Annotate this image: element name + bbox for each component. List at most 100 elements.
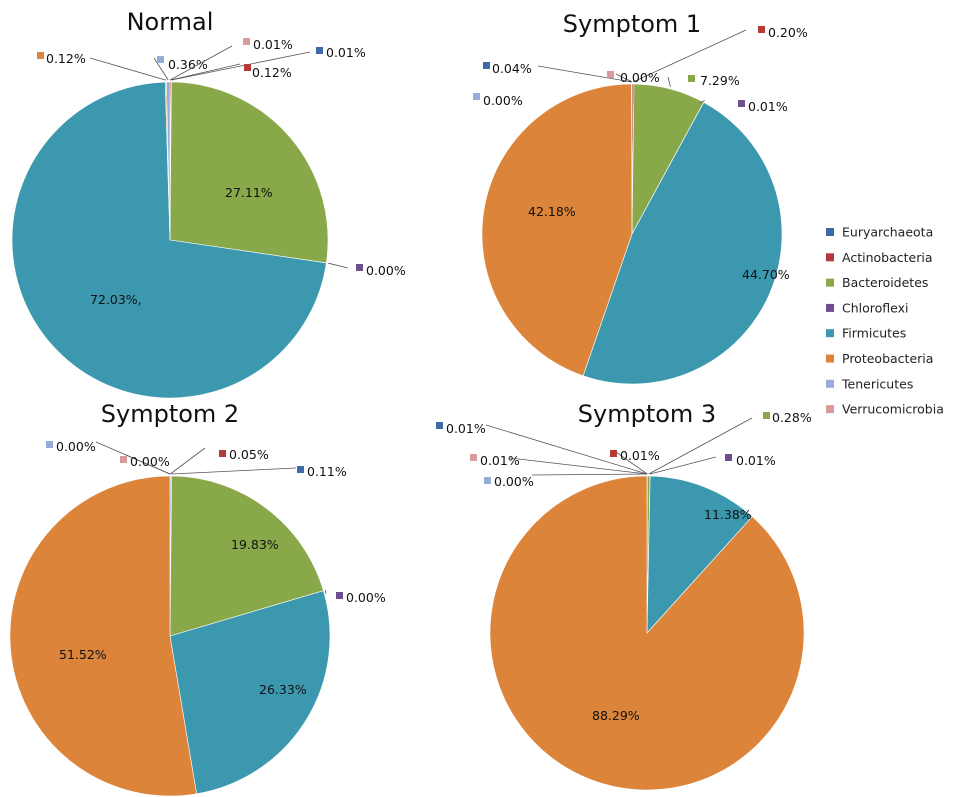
legend-entry: Verrucomicrobia bbox=[842, 402, 944, 417]
slice-label: 0.36% bbox=[168, 57, 208, 72]
label-color-key bbox=[316, 47, 323, 54]
slice-label: 72.03%, bbox=[90, 292, 142, 307]
slice-label: 0.11% bbox=[307, 464, 347, 479]
label-color-key bbox=[610, 450, 617, 457]
pie-slice bbox=[166, 81, 171, 241]
label-color-key bbox=[607, 71, 614, 78]
slice-label: 44.70% bbox=[742, 267, 790, 282]
slice-label: 51.52% bbox=[59, 647, 107, 662]
pie-slice bbox=[169, 475, 324, 637]
label-color-key bbox=[688, 75, 695, 82]
slice-label: 0.12% bbox=[252, 65, 292, 80]
pie-slice bbox=[489, 475, 805, 791]
leader-line bbox=[153, 57, 169, 81]
pie-slice bbox=[169, 590, 331, 795]
legend-entry: Tenericutes bbox=[841, 376, 913, 391]
slice-label: 11.38% bbox=[704, 507, 752, 522]
leader-line bbox=[328, 262, 349, 269]
leader-line bbox=[171, 467, 297, 475]
leader-line bbox=[169, 45, 233, 81]
slice-label: 26.33% bbox=[259, 682, 307, 697]
pie-chart-2: Symptom 2 0.11% 0.05% 19.83% 0.00% 26.33% 51.5… bbox=[9, 400, 386, 797]
legend-entry: Euryarchaeota bbox=[842, 225, 933, 240]
pie-title: Symptom 2 bbox=[101, 400, 239, 428]
label-color-key bbox=[157, 56, 164, 63]
pie-slice bbox=[481, 83, 633, 377]
leader-line bbox=[615, 73, 633, 83]
slice-label: 0.01% bbox=[480, 453, 520, 468]
slice-label: 0.28% bbox=[772, 410, 812, 425]
label-color-key bbox=[356, 264, 363, 271]
label-color-key bbox=[470, 454, 477, 461]
slice-label: 7.29% bbox=[700, 73, 740, 88]
slice-label: 0.01% bbox=[748, 99, 788, 114]
legend-swatch bbox=[826, 228, 834, 236]
pie-chart-0: Normal 0.01% 0.12% 27.11% 0.00% 72.03%, 0.12% 0… bbox=[11, 8, 406, 399]
slice-label: 0.01% bbox=[620, 448, 660, 463]
leader-line bbox=[170, 63, 241, 81]
label-color-key bbox=[297, 466, 304, 473]
label-color-key bbox=[473, 93, 480, 100]
slice-label: 0.01% bbox=[326, 45, 366, 60]
leader-line bbox=[89, 57, 166, 81]
leader-line bbox=[171, 51, 311, 81]
slice-label: 0.00% bbox=[494, 474, 534, 489]
leader-line bbox=[509, 457, 648, 475]
label-color-key bbox=[336, 592, 343, 599]
label-color-key bbox=[763, 412, 770, 419]
label-color-key bbox=[436, 422, 443, 429]
slice-label: 0.00% bbox=[366, 263, 406, 278]
legend-swatch bbox=[826, 329, 834, 338]
pie-chart-1: Symptom 1 0.04% 0.20% 7.29% 0.01% 44.70% 42.18… bbox=[473, 10, 808, 385]
legend-swatch bbox=[826, 253, 834, 262]
label-color-key bbox=[46, 441, 53, 448]
pie-slice bbox=[646, 475, 753, 634]
label-color-key bbox=[120, 456, 127, 463]
slice-label: 0.01% bbox=[253, 37, 293, 52]
slice-label: 0.01% bbox=[446, 421, 486, 436]
label-color-key bbox=[219, 450, 226, 457]
leader-line bbox=[125, 454, 171, 475]
label-color-key bbox=[738, 100, 745, 107]
leader-line bbox=[648, 417, 753, 475]
label-color-key bbox=[484, 477, 491, 484]
leader-line bbox=[170, 447, 206, 475]
slice-label: 27.11% bbox=[225, 185, 273, 200]
slice-label: 19.83% bbox=[231, 537, 279, 552]
slice-label: 0.00% bbox=[483, 93, 523, 108]
slice-label: 42.18% bbox=[528, 204, 576, 219]
pie-slice bbox=[169, 81, 329, 264]
leader-line bbox=[531, 473, 648, 476]
legend-entry: Firmicutes bbox=[842, 326, 906, 341]
legend-entry: Proteobacteria bbox=[842, 351, 933, 366]
pie-title: Normal bbox=[127, 8, 214, 36]
slice-label: 88.29% bbox=[592, 708, 640, 723]
pie-title: Symptom 1 bbox=[563, 10, 701, 38]
slice-label: 0.00% bbox=[130, 454, 170, 469]
slice-label: 0.12% bbox=[46, 51, 86, 66]
leader-line bbox=[699, 100, 705, 104]
pie-title: Symptom 3 bbox=[578, 400, 716, 428]
label-color-key bbox=[725, 454, 732, 461]
legend-swatch bbox=[826, 354, 834, 363]
slice-label: 0.00% bbox=[56, 439, 96, 454]
slice-label: 0.00% bbox=[346, 590, 386, 605]
pie-slice bbox=[11, 81, 327, 399]
slice-label: 0.05% bbox=[229, 447, 269, 462]
leader-line bbox=[667, 76, 671, 87]
label-color-key bbox=[243, 38, 250, 45]
label-color-key bbox=[758, 26, 765, 33]
pie-slice bbox=[582, 101, 783, 385]
legend: Euryarchaeota Actinobacteria Bacteroidetes… bbox=[826, 225, 944, 417]
label-color-key bbox=[244, 64, 251, 71]
pie-chart-3: Symptom 3 0.01% 0.01% 0.28% 0.01% 11.38% 88.29… bbox=[436, 400, 812, 791]
legend-swatch bbox=[826, 303, 834, 312]
legend-swatch bbox=[826, 278, 834, 287]
leader-line bbox=[650, 456, 717, 475]
legend-entry: Actinobacteria bbox=[842, 250, 932, 265]
label-color-key bbox=[483, 62, 490, 69]
slice-label: 0.04% bbox=[492, 61, 532, 76]
leader-line bbox=[537, 65, 632, 83]
legend-entry: Bacteroidetes bbox=[842, 275, 928, 290]
